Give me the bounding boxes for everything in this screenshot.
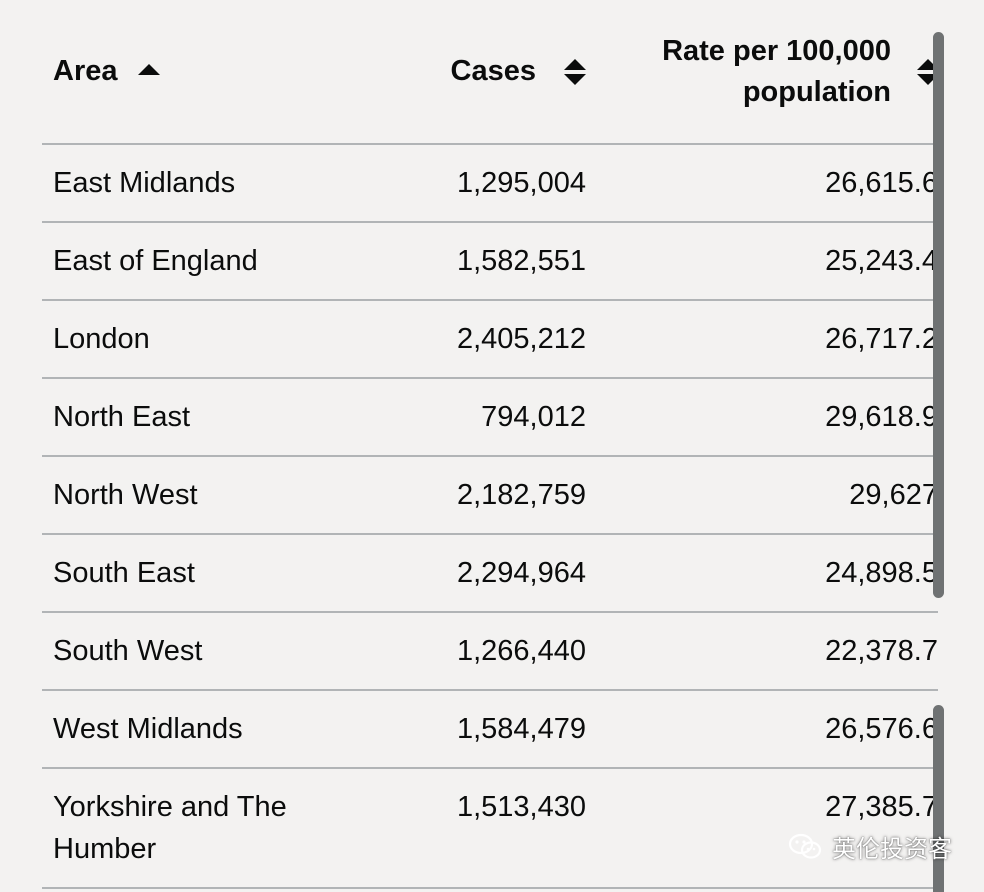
cell-area: North East	[42, 378, 386, 457]
table-row: West Midlands 1,584,479 26,576.6	[42, 690, 938, 769]
cell-cases: 1,582,551	[386, 222, 586, 301]
cell-rate: 26,717.2	[586, 300, 938, 379]
table-body: East Midlands 1,295,004 26,615.6 East of…	[42, 144, 938, 889]
header-row: Area Cases Rate per 100,000 population	[42, 0, 939, 145]
table-row: North West 2,182,759 29,627	[42, 456, 938, 535]
cell-rate: 27,385.7	[586, 768, 938, 889]
cell-rate: 26,615.6	[586, 144, 938, 223]
sort-by-area-button[interactable]: Area	[53, 51, 160, 92]
cell-rate: 22,378.7	[586, 612, 938, 691]
cell-area: Yorkshire and The Humber	[42, 768, 386, 889]
cell-area: London	[42, 300, 386, 379]
cell-area: North West	[42, 456, 386, 535]
sort-unsorted-icon	[564, 58, 586, 85]
table-row: East of England 1,582,551 25,243.4	[42, 222, 938, 301]
cell-cases: 2,294,964	[386, 534, 586, 613]
column-header-rate-label: Rate per 100,000 population	[662, 34, 891, 108]
cell-area: East Midlands	[42, 144, 386, 223]
sort-unsorted-icon	[917, 58, 939, 85]
wechat-icon	[788, 833, 824, 861]
cell-rate: 25,243.4	[586, 222, 938, 301]
cell-cases: 1,266,440	[386, 612, 586, 691]
sort-ascending-icon	[137, 64, 160, 75]
cell-area: South East	[42, 534, 386, 613]
cell-area: East of England	[42, 222, 386, 301]
column-header-cases-label: Cases	[450, 55, 536, 87]
sort-by-cases-button[interactable]: Cases	[451, 51, 586, 92]
cell-rate: 29,627	[586, 456, 938, 535]
cell-rate: 26,576.6	[586, 690, 938, 769]
cell-rate: 24,898.5	[586, 534, 938, 613]
watermark-text: 英伦投资客	[832, 835, 952, 863]
table-row: East Midlands 1,295,004 26,615.6	[42, 144, 938, 223]
cell-cases: 794,012	[386, 378, 586, 457]
vertical-scrollbar-thumb-lower[interactable]	[933, 705, 944, 892]
cell-cases: 1,584,479	[386, 690, 586, 769]
table-row: South West 1,266,440 22,378.7	[42, 612, 938, 691]
column-header-area: Area	[42, 0, 386, 145]
table-row: North East 794,012 29,618.9	[42, 378, 938, 457]
cell-cases: 2,405,212	[386, 300, 586, 379]
cell-area: West Midlands	[42, 690, 386, 769]
table-header: Area Cases Rate per 100,000 population	[42, 0, 939, 145]
watermark: 英伦投资客	[788, 829, 952, 864]
column-header-cases: Cases	[386, 0, 586, 145]
column-header-rate: Rate per 100,000 population	[586, 0, 939, 145]
cell-area: South West	[42, 612, 386, 691]
cell-rate: 29,618.9	[586, 378, 938, 457]
column-header-area-label: Area	[53, 55, 118, 87]
sort-by-rate-button[interactable]: Rate per 100,000 population	[631, 31, 939, 113]
table-row: Yorkshire and The Humber 1,513,430 27,38…	[42, 768, 938, 889]
vertical-scrollbar-thumb[interactable]	[933, 32, 944, 598]
data-table-container: Area Cases Rate per 100,000 population	[42, 0, 939, 889]
cases-by-region-table: Area Cases Rate per 100,000 population	[42, 0, 939, 889]
table-row: South East 2,294,964 24,898.5	[42, 534, 938, 613]
cell-cases: 1,513,430	[386, 768, 586, 889]
table-row: London 2,405,212 26,717.2	[42, 300, 938, 379]
cell-cases: 2,182,759	[386, 456, 586, 535]
cell-cases: 1,295,004	[386, 144, 586, 223]
